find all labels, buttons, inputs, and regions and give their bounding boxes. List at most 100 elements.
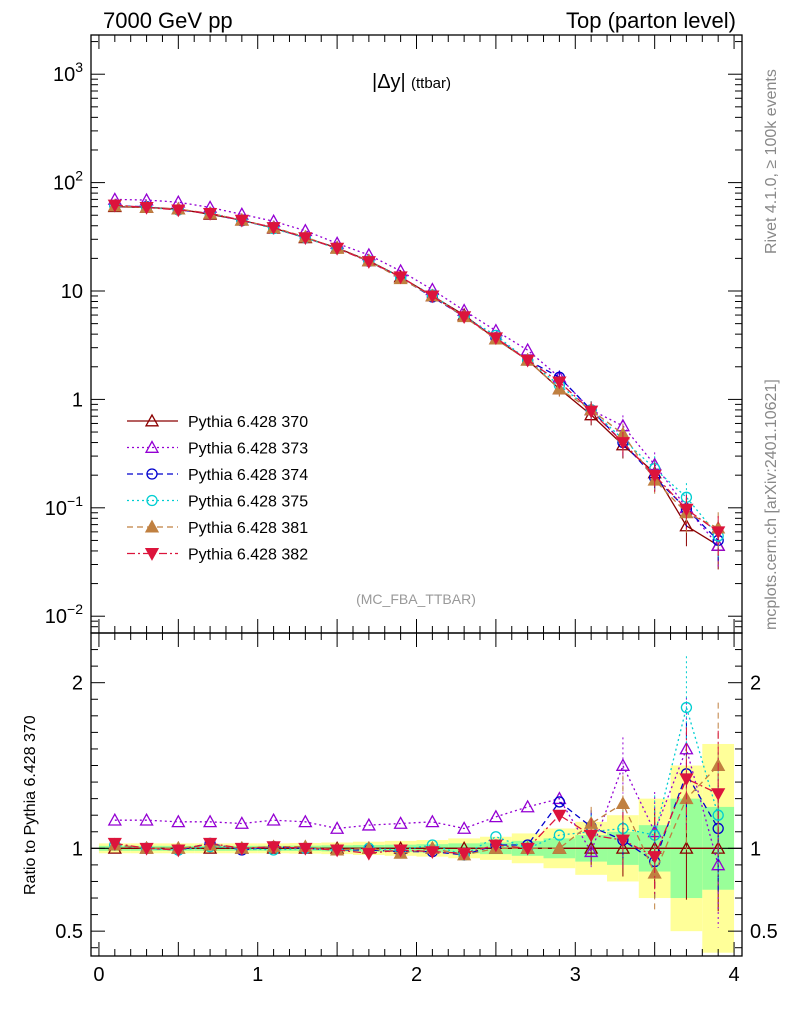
main-plot-series bbox=[107, 192, 726, 570]
data-point bbox=[615, 437, 631, 450]
ratio-data-point bbox=[552, 809, 567, 823]
ratio-data-point bbox=[139, 812, 154, 826]
legend-entry: Pythia 6.428 370 bbox=[188, 414, 308, 431]
data-point bbox=[647, 469, 662, 483]
y-tick-label: 10−1 bbox=[45, 493, 83, 520]
ratio-data-point bbox=[393, 816, 408, 829]
ratio-data-point bbox=[711, 788, 726, 802]
x-tick-label: 1 bbox=[252, 964, 263, 986]
legend-marker bbox=[144, 548, 160, 561]
header-left-title: 7000 GeV pp bbox=[103, 8, 233, 33]
ratio-data-point bbox=[171, 844, 186, 858]
ratio-data-point bbox=[361, 817, 376, 831]
y-tick-label: 10−2 bbox=[45, 601, 83, 628]
header-right-title: Top (parton level) bbox=[566, 8, 736, 33]
ratio-data-point bbox=[680, 701, 693, 714]
x-tick-label: 3 bbox=[570, 964, 581, 986]
ratio-data-point bbox=[234, 842, 249, 856]
ratio-data-point bbox=[234, 816, 249, 829]
data-point bbox=[107, 199, 122, 213]
plot-frames: 10−2 10−1 1 10 102 103 0 1 2 3 4 0.5 0.5 1 1 2 2 bbox=[45, 34, 778, 986]
data-point bbox=[139, 202, 154, 215]
data-point bbox=[457, 311, 472, 324]
legend-marker bbox=[144, 440, 160, 453]
ratio-data-point bbox=[393, 844, 408, 858]
data-point bbox=[393, 271, 408, 285]
ratio-data-point bbox=[139, 842, 154, 856]
legend-entry: Pythia 6.428 375 bbox=[188, 494, 308, 511]
analysis-watermark: (MC_FBA_TTBAR) bbox=[356, 591, 476, 607]
ratio-data-point bbox=[298, 842, 313, 856]
ratio-y-tick-label: 1 bbox=[72, 838, 83, 860]
data-point bbox=[584, 405, 599, 419]
legend-entry: Pythia 6.428 382 bbox=[188, 547, 308, 564]
ratio-data-point bbox=[107, 837, 122, 851]
data-point bbox=[488, 332, 503, 346]
series-line bbox=[114, 204, 719, 533]
ratio-data-point bbox=[647, 851, 662, 864]
ratio-data-point bbox=[425, 814, 440, 828]
ratio-data-point bbox=[584, 840, 599, 854]
ratio-data-point bbox=[712, 809, 724, 821]
ratio-data-point bbox=[202, 837, 218, 851]
data-point bbox=[425, 290, 440, 304]
ratio-data-point bbox=[266, 812, 281, 826]
y-tick-label: 10 bbox=[61, 281, 83, 303]
legend-marker bbox=[146, 494, 158, 507]
legend-entry: Pythia 6.428 381 bbox=[188, 520, 308, 537]
ratio-plot-series bbox=[107, 656, 726, 928]
plot-title: |Δy| bbox=[372, 71, 406, 93]
y-tick-label: 1 bbox=[72, 389, 83, 411]
ratio-data-point bbox=[553, 796, 566, 808]
data-point bbox=[520, 354, 535, 368]
x-tick-label: 0 bbox=[93, 964, 104, 986]
ratio-data-point bbox=[552, 840, 567, 854]
ratio-data-point bbox=[584, 829, 599, 843]
ratio-data-point bbox=[679, 840, 694, 854]
ratio-data-point bbox=[425, 846, 440, 859]
series-line bbox=[114, 205, 719, 541]
ratio-data-point bbox=[488, 839, 503, 853]
legend-entry: Pythia 6.428 374 bbox=[188, 467, 308, 484]
data-point bbox=[266, 222, 281, 235]
ratio-data-point bbox=[615, 834, 631, 848]
data-point bbox=[202, 207, 218, 221]
ratio-data-point bbox=[520, 842, 535, 856]
data-point bbox=[552, 376, 567, 390]
ratio-data-point bbox=[679, 773, 694, 787]
legend: Pythia 6.428 370 Pythia 6.428 373 Pythia 6… bbox=[127, 413, 308, 564]
ratio-data-point bbox=[330, 844, 345, 858]
ratio-data-point bbox=[553, 829, 566, 841]
data-point bbox=[171, 204, 186, 218]
ratio-data-point bbox=[266, 841, 281, 855]
x-tick-label: 2 bbox=[411, 964, 422, 986]
ratio-data-point bbox=[330, 821, 345, 834]
data-point bbox=[679, 503, 694, 517]
y-tick-label: 102 bbox=[53, 168, 83, 195]
x-tick-label: 4 bbox=[728, 964, 739, 986]
ratio-data-point bbox=[615, 796, 631, 810]
ratio-data-point bbox=[584, 844, 599, 858]
ratio-series-line bbox=[114, 765, 719, 875]
ratio-y-tick-label-right: 0.5 bbox=[750, 921, 778, 943]
ratio-series-line bbox=[114, 777, 719, 858]
main-frame bbox=[90, 34, 743, 634]
data-point bbox=[361, 256, 376, 269]
legend-marker bbox=[146, 468, 158, 480]
ratio-y-tick-label-right: 2 bbox=[750, 673, 761, 695]
legend-marker bbox=[144, 519, 160, 533]
ratio-data-point bbox=[202, 814, 218, 828]
series-line bbox=[114, 205, 719, 537]
legend-marker bbox=[144, 413, 160, 427]
legend-entry: Pythia 6.428 373 bbox=[188, 441, 308, 458]
ratio-data-point bbox=[457, 821, 472, 834]
ratio-y-tick-label: 2 bbox=[72, 673, 83, 695]
ratio-data-point bbox=[488, 809, 503, 823]
plot-title-subscript: (ttbar) bbox=[411, 75, 451, 92]
ratio-data-point bbox=[361, 847, 376, 861]
data-point bbox=[711, 526, 726, 540]
ratio-data-point bbox=[298, 814, 313, 828]
ratio-data-point bbox=[171, 814, 186, 828]
ratio-data-point bbox=[457, 847, 472, 861]
